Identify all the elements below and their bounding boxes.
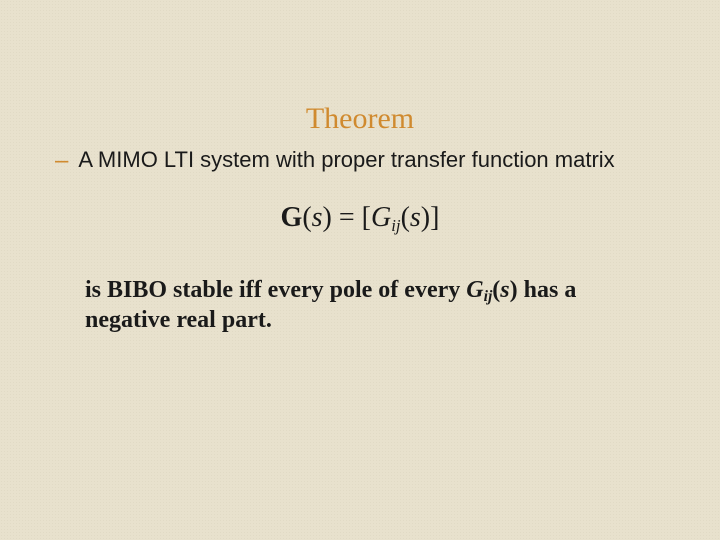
eq-Gij: G: [371, 202, 391, 233]
eq-s: s: [312, 202, 323, 233]
eq-G-bold: G: [281, 202, 303, 233]
conclusion-text: is BIBO stable iff every pole of every G…: [55, 276, 665, 335]
equation-wrap: G(s) = [Gij(s)]: [55, 202, 665, 236]
bullet-text: A MIMO LTI system with proper transfer f…: [78, 146, 614, 174]
eq-sub: ij: [391, 216, 400, 235]
bullet-row: – A MIMO LTI system with proper transfer…: [55, 146, 665, 176]
eq-close2: )]: [421, 202, 440, 233]
slide: Theorem – A MIMO LTI system with proper …: [0, 0, 720, 540]
conclusion-Gij: G: [466, 277, 483, 303]
conclusion-sub: ij: [484, 288, 493, 305]
eq-open: (: [302, 202, 311, 233]
eq-open2: (: [401, 202, 410, 233]
conclusion-s: s: [500, 277, 509, 303]
eq-s2: s: [410, 202, 421, 233]
slide-title: Theorem: [0, 102, 720, 136]
conclusion-pre: is BIBO stable iff every pole of every: [85, 277, 466, 303]
bullet-dash-icon: –: [55, 146, 68, 176]
conclusion-close: ): [510, 277, 518, 303]
eq-mid: ) = [: [323, 202, 371, 233]
equation: G(s) = [Gij(s)]: [281, 202, 440, 236]
slide-body: – A MIMO LTI system with proper transfer…: [0, 146, 720, 335]
